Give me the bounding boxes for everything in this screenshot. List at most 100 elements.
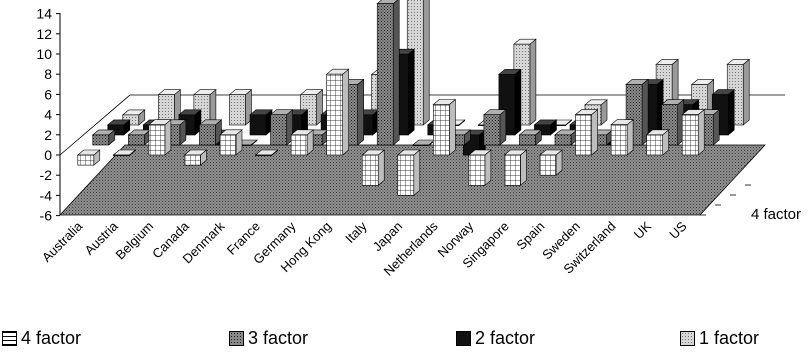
bar-side — [529, 38, 537, 126]
y-tick-label: 4 — [44, 107, 52, 123]
legend-item-2-factor: 2 factor — [456, 328, 535, 349]
legend-swatch-1-factor — [680, 331, 695, 346]
bar-front — [148, 124, 166, 156]
bar-2-factor-denmark — [249, 109, 273, 136]
bar-side — [697, 108, 705, 156]
bar-front — [255, 154, 272, 156]
category-label: US — [666, 218, 690, 242]
bar-1-factor-belgium — [193, 89, 217, 126]
legend-label-4-factor: 4 factor — [21, 328, 82, 348]
bar-front — [219, 134, 237, 156]
bar-4-factor-belgium — [148, 119, 172, 156]
bar-4-factor-austria — [112, 149, 137, 157]
bar-4-factor-japan — [396, 149, 421, 197]
bar-front — [229, 94, 246, 126]
bar-3-factor-austria — [127, 129, 152, 146]
bar-3-factor-france — [269, 109, 294, 146]
bar-front — [290, 134, 308, 156]
bar-2-factor-us — [711, 88, 736, 136]
category-labels: AustraliaAustriaBelgiumCanadaDenmarkFran… — [39, 218, 690, 279]
bar-side — [591, 108, 598, 156]
legend: 4 factor 3 factor 2 factor 1 factor — [0, 326, 811, 352]
bar-3-factor-australia — [91, 129, 116, 146]
bar-front — [483, 114, 501, 146]
bar-side — [484, 149, 492, 186]
bar-front — [554, 134, 572, 146]
bar-front — [326, 73, 343, 156]
bar-front — [412, 144, 430, 146]
bar-4-factor-hong-kong — [325, 68, 350, 156]
y-tick-label: 2 — [44, 127, 52, 143]
bar-side — [392, 0, 400, 146]
bar-front — [468, 154, 486, 186]
bar-4-factor-netherlands — [432, 98, 457, 156]
legend-swatch-3-factor — [229, 331, 244, 346]
bar-side — [422, 0, 430, 126]
bar-4-factor-sweden — [574, 108, 599, 156]
bar-4-factor-uk — [645, 129, 670, 156]
bars — [76, 0, 751, 197]
bar-side — [626, 119, 634, 156]
bar-4-factor-italy — [361, 149, 386, 186]
bar-front — [504, 154, 521, 186]
category-label: Italy — [342, 218, 370, 246]
bar-side — [413, 149, 421, 197]
bar-side — [357, 78, 364, 146]
bar-front — [610, 124, 628, 156]
bar-1-factor-austria — [157, 89, 182, 126]
category-label: Belgium — [113, 219, 157, 263]
legend-swatch-2-factor — [456, 331, 471, 346]
depth-axis-label: 4 factor — [751, 206, 801, 223]
bar-4-factor-denmark — [219, 129, 243, 156]
bar-4-factor-australia — [76, 149, 101, 166]
bar-1-factor-australia — [121, 109, 146, 126]
bar-side — [514, 68, 522, 136]
bar-front — [539, 154, 557, 176]
bar-side — [742, 58, 750, 126]
bar-front — [184, 154, 201, 166]
y-tick-label: -4 — [40, 187, 53, 203]
y-tick-label: 14 — [36, 6, 52, 22]
bar-side — [164, 119, 172, 156]
bar-front — [575, 114, 592, 156]
bar-front — [433, 104, 450, 156]
bar-2-factor-australia — [106, 119, 131, 136]
y-tick-label: -6 — [40, 208, 53, 224]
bar-side — [727, 88, 735, 136]
bar-front — [92, 134, 110, 146]
bar-side — [449, 98, 456, 156]
bar-side — [499, 109, 507, 146]
legend-item-1-factor: 1 factor — [680, 328, 759, 349]
bar-front — [376, 3, 394, 146]
bar-chart-3d: 14 12 10 8 6 4 2 0 -2 -4 -6 AustraliaAustriaBelgiu… — [36, 0, 801, 279]
bar-front — [397, 154, 415, 196]
bar-front — [361, 154, 379, 186]
bar-side — [342, 68, 349, 156]
bar-3-factor-singapore — [518, 129, 543, 146]
legend-label-2-factor: 2 factor — [475, 328, 536, 348]
bar-4-factor-france — [254, 149, 279, 157]
category-label: UK — [631, 218, 655, 242]
bar-front — [199, 124, 216, 146]
legend-label-3-factor: 3 factor — [248, 328, 309, 348]
bar-side — [377, 149, 385, 186]
bar-front — [270, 114, 287, 146]
bar-4-factor-singapore — [503, 149, 528, 186]
y-tick-label: 6 — [44, 86, 52, 102]
legend-item-3-factor: 3 factor — [229, 328, 308, 349]
y-tick-label: 0 — [44, 147, 52, 163]
bar-4-factor-switzerland — [610, 119, 634, 156]
bar-front — [646, 134, 663, 156]
bar-front — [681, 114, 699, 156]
bar-top — [411, 139, 436, 146]
bar-4-factor-us — [681, 108, 706, 156]
bar-front — [113, 154, 130, 156]
legend-item-4-factor: 4 factor — [2, 328, 81, 349]
category-label: Australia — [39, 218, 86, 265]
bar-side — [520, 149, 527, 186]
bar-front — [519, 134, 536, 146]
bar-front — [249, 114, 267, 136]
bar-3-factor-canada — [198, 119, 223, 146]
bar-side — [407, 48, 415, 136]
legend-label-1-factor: 1 factor — [699, 328, 760, 348]
